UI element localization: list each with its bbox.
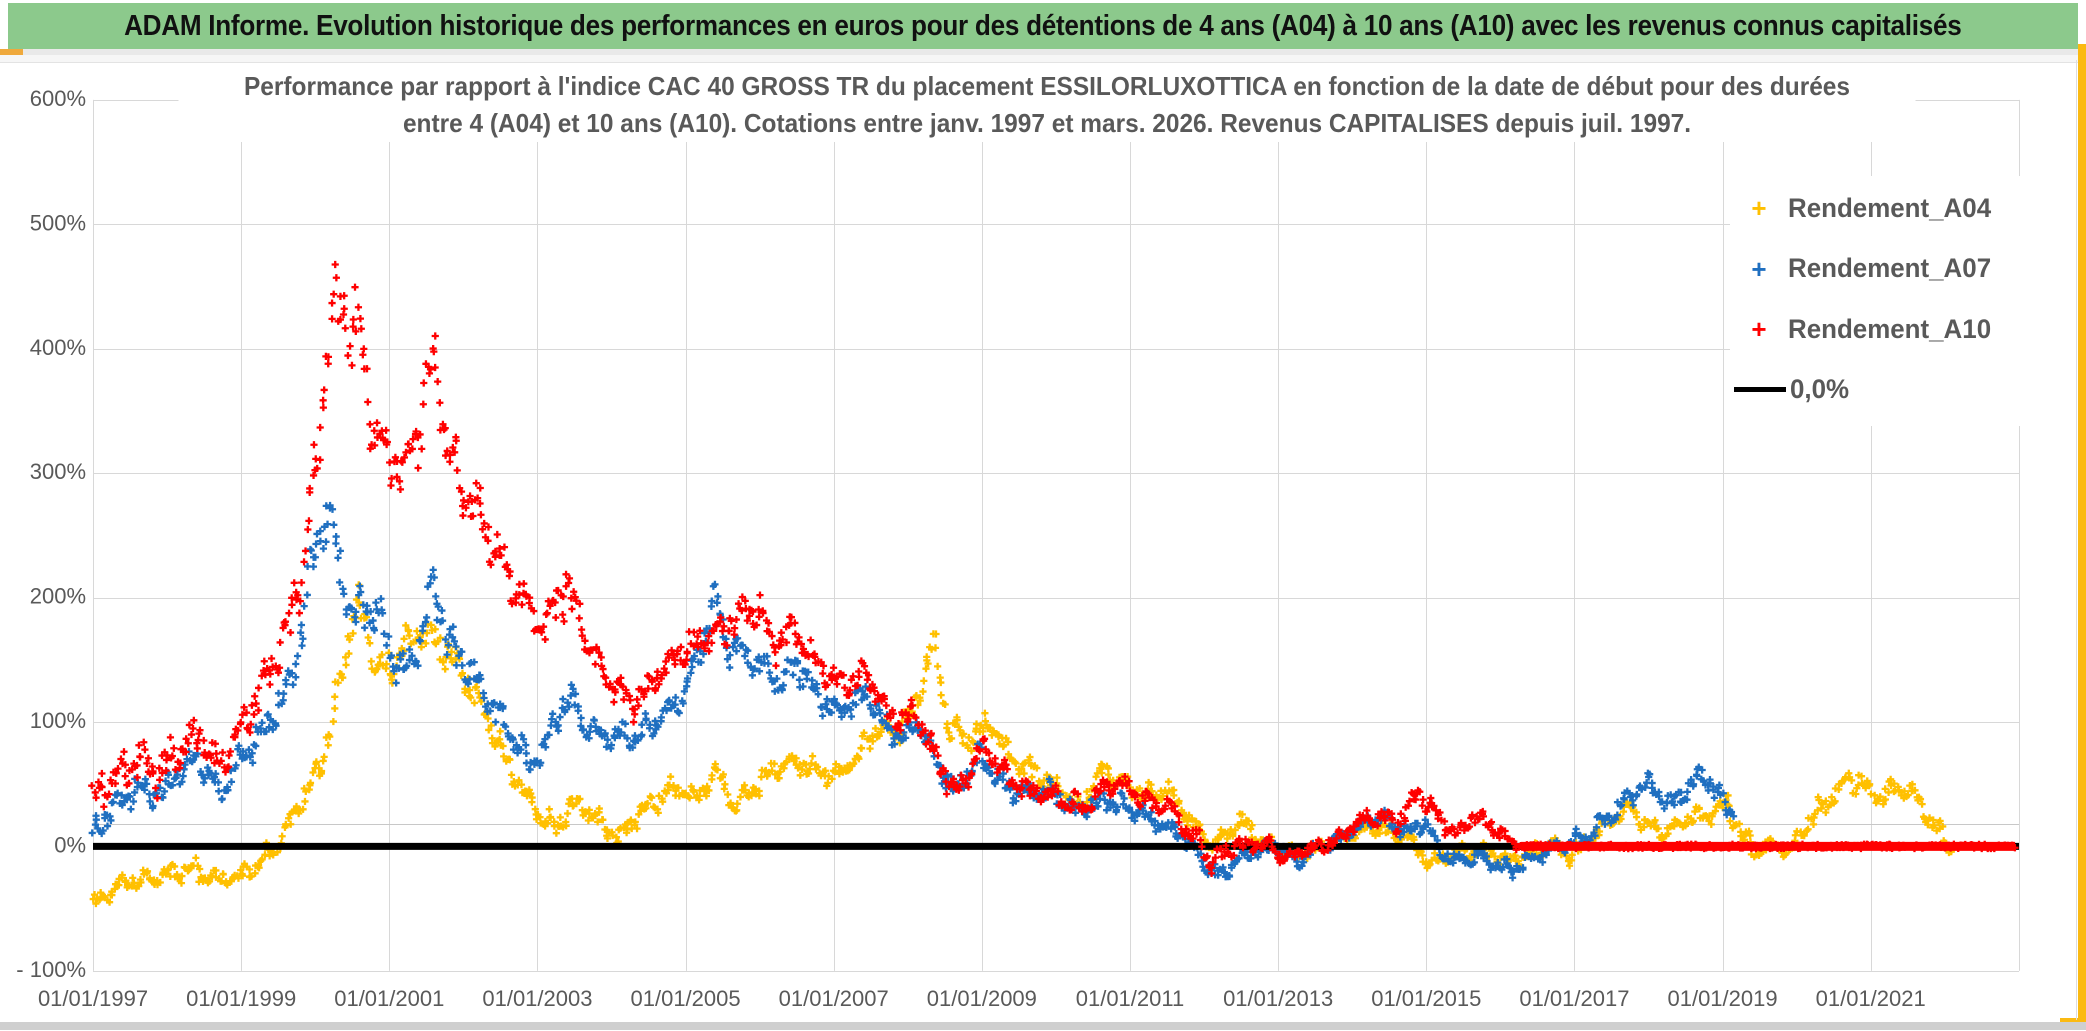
legend-plus-marker-icon: + [1751,193,1767,223]
chart-title: Performance par rapport à l'indice CAC 4… [178,68,1916,142]
legend-label: Rendement_A10 [1788,313,1992,344]
legend-label: Rendement_A07 [1788,253,1992,284]
legend-zero-line-swatch-icon [1734,387,1786,393]
legend-entry-zero-line: 0,0% [1730,364,2052,416]
chart-title-line2: entre 4 (A04) et 10 ans (A10). Cotations… [402,108,1692,138]
chart-legend: + Rendement_A04 + Rendement_A07 + Rendement_A… [1730,176,2052,426]
chart-title-line1: Performance par rapport à l'indice CAC 4… [243,71,1851,101]
legend-label: Rendement_A04 [1788,192,1992,223]
legend-plus-marker-icon: + [1751,314,1767,345]
legend-entry-rendement_a10: + Rendement_A10 [1730,303,2052,355]
legend-entry-rendement_a07: + Rendement_A07 [1730,243,2052,295]
legend-plus-marker-icon: + [1751,253,1767,284]
legend-label: 0,0% [1790,374,1850,405]
legend-entry-rendement_a04: + Rendement_A04 [1730,182,2052,234]
